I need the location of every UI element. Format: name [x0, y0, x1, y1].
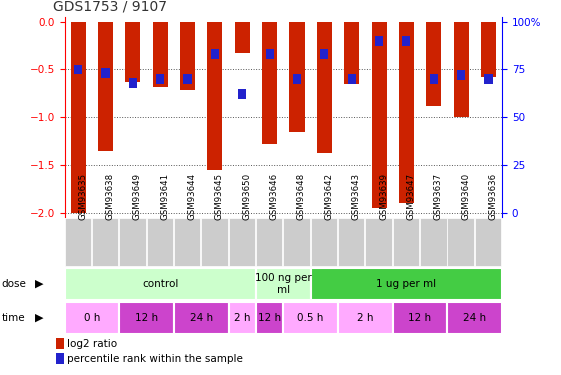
- Bar: [399, 22, 414, 203]
- Bar: [375, 36, 383, 45]
- Bar: [180, 22, 195, 90]
- Text: control: control: [142, 279, 178, 289]
- Text: 12 h: 12 h: [408, 313, 431, 323]
- Bar: [256, 217, 282, 266]
- Bar: [92, 217, 118, 266]
- Bar: [453, 22, 468, 117]
- Bar: [56, 338, 63, 349]
- Text: 0 h: 0 h: [84, 313, 100, 323]
- Bar: [234, 22, 250, 53]
- Text: GSM93644: GSM93644: [187, 173, 196, 220]
- Bar: [208, 22, 223, 170]
- Bar: [338, 217, 365, 266]
- Text: log2 ratio: log2 ratio: [67, 339, 117, 349]
- Bar: [153, 22, 168, 87]
- Bar: [320, 50, 328, 59]
- Bar: [365, 217, 392, 266]
- Text: 2 h: 2 h: [234, 313, 251, 323]
- Bar: [448, 302, 502, 334]
- Text: 2 h: 2 h: [357, 313, 374, 323]
- Bar: [289, 22, 305, 132]
- Text: 12 h: 12 h: [258, 313, 281, 323]
- Text: time: time: [2, 313, 25, 323]
- Bar: [317, 22, 332, 153]
- Bar: [201, 217, 228, 266]
- Bar: [311, 217, 337, 266]
- Text: GSM93642: GSM93642: [324, 173, 333, 220]
- Bar: [338, 302, 393, 334]
- Bar: [420, 217, 447, 266]
- Text: GSM93636: GSM93636: [489, 173, 498, 220]
- Text: GSM93638: GSM93638: [105, 173, 114, 220]
- Bar: [211, 50, 219, 59]
- Bar: [129, 78, 137, 88]
- Bar: [344, 22, 359, 84]
- Text: GSM93637: GSM93637: [434, 173, 443, 220]
- Bar: [402, 36, 411, 45]
- Bar: [65, 268, 256, 300]
- Bar: [74, 64, 82, 74]
- Text: dose: dose: [2, 279, 26, 289]
- Bar: [238, 90, 246, 99]
- Text: GSM93645: GSM93645: [215, 173, 224, 220]
- Text: GSM93648: GSM93648: [297, 173, 306, 220]
- Text: 100 ng per
ml: 100 ng per ml: [255, 273, 312, 295]
- Bar: [229, 302, 256, 334]
- Text: GDS1753 / 9107: GDS1753 / 9107: [53, 0, 167, 13]
- Bar: [102, 69, 109, 78]
- Bar: [371, 22, 387, 208]
- Bar: [430, 74, 438, 84]
- Bar: [481, 22, 496, 77]
- Bar: [265, 50, 274, 59]
- Bar: [311, 268, 502, 300]
- Text: 12 h: 12 h: [135, 313, 158, 323]
- Text: GSM93643: GSM93643: [352, 173, 361, 220]
- Bar: [174, 302, 229, 334]
- Text: 24 h: 24 h: [190, 313, 213, 323]
- Bar: [119, 217, 146, 266]
- Bar: [283, 302, 338, 334]
- Text: percentile rank within the sample: percentile rank within the sample: [67, 354, 243, 364]
- Bar: [146, 217, 173, 266]
- Text: GSM93650: GSM93650: [242, 173, 251, 220]
- Bar: [256, 302, 283, 334]
- Bar: [457, 70, 465, 80]
- Bar: [174, 217, 200, 266]
- Bar: [393, 217, 419, 266]
- Bar: [56, 353, 63, 364]
- Bar: [348, 74, 356, 84]
- Text: GSM93647: GSM93647: [406, 173, 415, 220]
- Bar: [156, 74, 164, 84]
- Text: ▶: ▶: [35, 279, 44, 289]
- Bar: [484, 74, 493, 84]
- Bar: [293, 74, 301, 84]
- Text: 0.5 h: 0.5 h: [297, 313, 324, 323]
- Bar: [229, 217, 255, 266]
- Text: GSM93639: GSM93639: [379, 173, 388, 220]
- Bar: [71, 22, 86, 213]
- Text: GSM93646: GSM93646: [270, 173, 279, 220]
- Text: 1 ug per ml: 1 ug per ml: [376, 279, 436, 289]
- Bar: [393, 302, 448, 334]
- Text: GSM93649: GSM93649: [133, 173, 142, 220]
- Bar: [426, 22, 442, 106]
- Bar: [65, 217, 91, 266]
- Bar: [183, 74, 192, 84]
- Text: GSM93635: GSM93635: [78, 173, 87, 220]
- Bar: [475, 217, 501, 266]
- Bar: [125, 22, 140, 82]
- Bar: [119, 302, 174, 334]
- Bar: [65, 302, 119, 334]
- Bar: [262, 22, 277, 144]
- Text: GSM93640: GSM93640: [461, 173, 470, 220]
- Bar: [256, 268, 311, 300]
- Bar: [98, 22, 113, 151]
- Text: 24 h: 24 h: [463, 313, 486, 323]
- Text: ▶: ▶: [35, 313, 44, 323]
- Text: GSM93641: GSM93641: [160, 173, 169, 220]
- Bar: [283, 217, 310, 266]
- Bar: [448, 217, 474, 266]
